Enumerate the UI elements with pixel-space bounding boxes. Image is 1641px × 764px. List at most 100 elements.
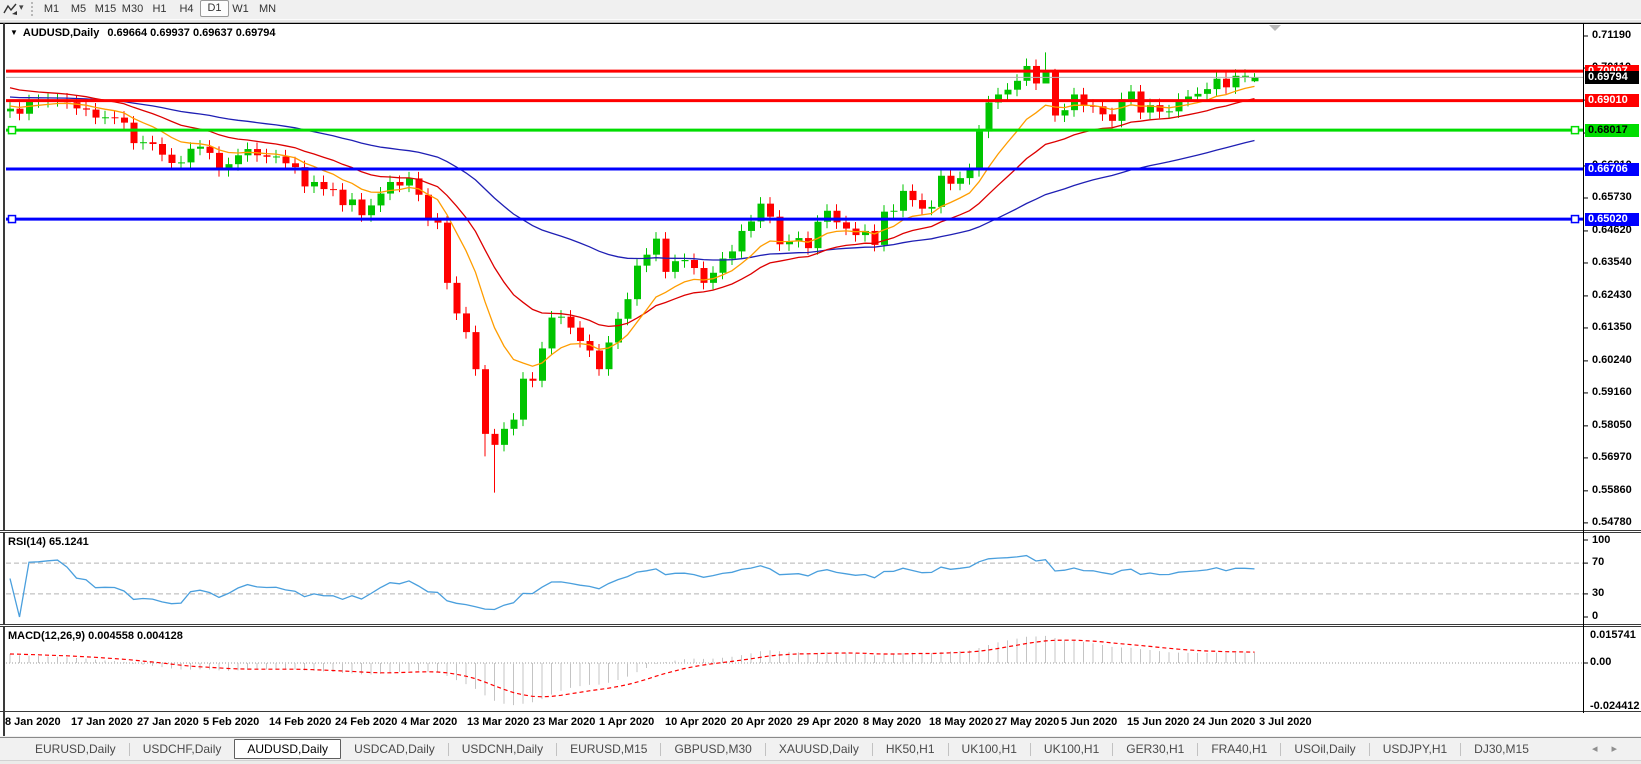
pane-separator-macd[interactable] (0, 624, 1641, 627)
pane-separator-rsi[interactable] (0, 530, 1641, 533)
tab-scroll-left-icon[interactable]: ◂ (1591, 743, 1612, 755)
candle-body (653, 238, 660, 255)
tab-separator (447, 742, 449, 756)
price-tick-0.54780: 0.54780 (1592, 515, 1632, 528)
price-tick-0.65730: 0.65730 (1592, 191, 1632, 203)
candle-body (206, 146, 214, 153)
candle-body (491, 433, 499, 445)
chart-tab-usdcad-daily-3[interactable]: USDCAD,Daily (354, 742, 435, 756)
tab-separator (556, 742, 558, 756)
candle-body (339, 189, 347, 206)
timeframe-button-m15[interactable]: M15 (94, 3, 117, 15)
chart-tab-dj30-m15-15[interactable]: DJ30,M15 (1474, 742, 1529, 756)
timeframe-button-m5[interactable]: M5 (70, 3, 87, 15)
candle-body (1147, 105, 1154, 113)
tool-dropdown-icon[interactable]: ▾ (19, 2, 24, 12)
candle-body (425, 194, 432, 220)
date-label-13-Mar-2020: 13 Mar 2020 (467, 716, 530, 728)
chart-tab-ger30-h1-11[interactable]: GER30,H1 (1126, 742, 1185, 756)
candle-body (1175, 99, 1183, 112)
price-tick-0.63540: 0.63540 (1592, 255, 1632, 268)
rsi-tick-70: 70 (1592, 556, 1605, 568)
candle-body (1118, 99, 1126, 121)
chart-tab-audusd-daily-2[interactable]: AUDUSD,Daily (234, 739, 342, 759)
chart-tab-usdchf-daily-1[interactable]: USDCHF,Daily (142, 742, 222, 756)
date-label-5-Jun-2020: 5 Jun 2020 (1061, 716, 1118, 728)
line-handle[interactable] (1570, 125, 1580, 135)
chart-tab-eurusd-daily-0[interactable]: EURUSD,Daily (35, 742, 116, 756)
line-handle[interactable] (7, 214, 17, 224)
line-handle[interactable] (1570, 214, 1580, 224)
candle-body (453, 282, 461, 314)
tab-separator (1029, 742, 1031, 756)
price-label-support-blue-1: 0.66706 (1585, 162, 1639, 176)
candle-body (1014, 80, 1021, 90)
chart-tab-usdjpy-h1-14[interactable]: USDJPY,H1 (1382, 742, 1448, 756)
chart-tab-usoil-daily-13[interactable]: USOil,Daily (1294, 742, 1356, 756)
candle-body (567, 316, 575, 328)
candle-body (681, 260, 689, 262)
candle-body (1223, 78, 1230, 88)
candle-body (330, 189, 337, 191)
candle-body (1194, 93, 1202, 97)
candle-body (805, 238, 812, 249)
timeframe-button-mn[interactable]: MN (258, 3, 277, 15)
tab-separator (947, 742, 949, 756)
candle-body (510, 419, 518, 429)
chart-title-dropdown-icon[interactable]: ▼ (10, 28, 18, 37)
candle-body (890, 210, 898, 212)
timeframe-button-w1[interactable]: W1 (232, 3, 249, 15)
chart-tab-gbpusd-m30-6[interactable]: GBPUSD,M30 (674, 742, 752, 756)
date-label-10-Apr-2020: 10 Apr 2020 (665, 716, 727, 728)
candle-body (1071, 94, 1078, 111)
rsi-line (9, 554, 1255, 618)
chart-title[interactable]: ▼ AUDUSD,Daily 0.69664 0.69937 0.69637 0.6… (10, 27, 276, 39)
timeframe-button-h4[interactable]: H4 (179, 3, 194, 15)
candle-body (995, 94, 1002, 103)
date-label-8-May-2020: 8 May 2020 (863, 716, 922, 728)
chart-tab-usdcnh-daily-4[interactable]: USDCNH,Daily (461, 742, 544, 756)
tab-separator (1197, 742, 1199, 756)
candle-body (548, 317, 556, 349)
candle-body (938, 175, 945, 207)
candle-body (786, 241, 793, 245)
chart-tab-fra40-h1-12[interactable]: FRA40,H1 (1211, 742, 1268, 756)
chart-tab-xauusd-daily-7[interactable]: XAUUSD,Daily (778, 742, 859, 756)
chart-tab-uk100-h1-10[interactable]: UK100,H1 (1043, 742, 1100, 756)
candle-body (843, 222, 850, 229)
moving-average-line-1 (9, 87, 1255, 328)
candle-body (168, 154, 176, 163)
timeframe-button-m1[interactable]: M1 (43, 3, 60, 15)
price-tick-0.58050: 0.58050 (1592, 418, 1632, 431)
pane-separator-dates (0, 711, 1641, 712)
timeframe-button-h1[interactable]: H1 (152, 3, 167, 15)
candle-body (795, 238, 803, 242)
candle-body (1213, 78, 1221, 90)
candle-body (140, 142, 147, 144)
chart-tab-uk100-h1-9[interactable]: UK100,H1 (961, 742, 1017, 756)
candle-body (216, 152, 223, 171)
timeframe-button-d1[interactable]: D1 (200, 0, 229, 17)
chart-tab-hk50-h1-8[interactable]: HK50,H1 (885, 742, 935, 756)
candle-body (871, 230, 879, 245)
tab-scroll-right-icon[interactable]: ▸ (1611, 743, 1631, 755)
candle-body (596, 350, 603, 370)
date-label-3-Jul-2020: 3 Jul 2020 (1259, 716, 1312, 728)
chart-shift-marker-icon[interactable] (1269, 25, 1281, 31)
candle-body (643, 254, 651, 266)
candle-body (1251, 77, 1259, 82)
candle-body (634, 265, 641, 300)
moving-average-line-0 (9, 96, 1255, 261)
chart-tab-eurusd-m15-5[interactable]: EURUSD,M15 (570, 742, 648, 756)
candle-body (501, 428, 508, 445)
candle-body (415, 178, 423, 195)
line-studies-icon[interactable] (3, 2, 18, 16)
candle-body (1156, 105, 1164, 112)
chart-title-symbol: AUDUSD,Daily (22, 27, 100, 39)
timeframe-button-m30[interactable]: M30 (121, 3, 144, 15)
line-handle[interactable] (7, 125, 17, 135)
candle-body (691, 260, 698, 269)
tab-scroll-arrows[interactable]: ◂▸ (1592, 742, 1631, 755)
candle-body (83, 108, 90, 110)
